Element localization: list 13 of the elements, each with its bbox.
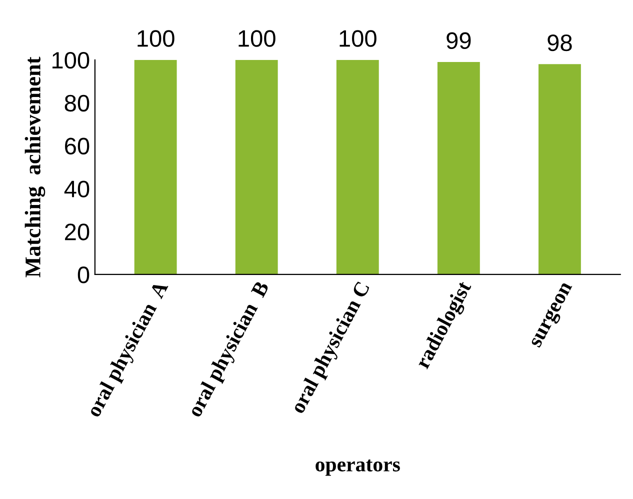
- y-tick-label: 80: [64, 94, 90, 112]
- x-axis-title: operators: [316, 460, 400, 476]
- y-tick-label: 40: [64, 180, 90, 198]
- data-label: 99: [446, 32, 471, 50]
- data-label: 100: [340, 30, 376, 47]
- data-label: 100: [238, 30, 276, 47]
- y-tick-label: 20: [65, 224, 90, 240]
- y-tick-label: 100: [52, 52, 90, 69]
- data-label: 98: [548, 34, 572, 52]
- data-label: 100: [138, 30, 174, 47]
- y-axis-title: Matching achievement: [24, 56, 46, 278]
- y-tick-label: 60: [65, 138, 90, 154]
- y-tick-label: 0: [78, 266, 90, 284]
